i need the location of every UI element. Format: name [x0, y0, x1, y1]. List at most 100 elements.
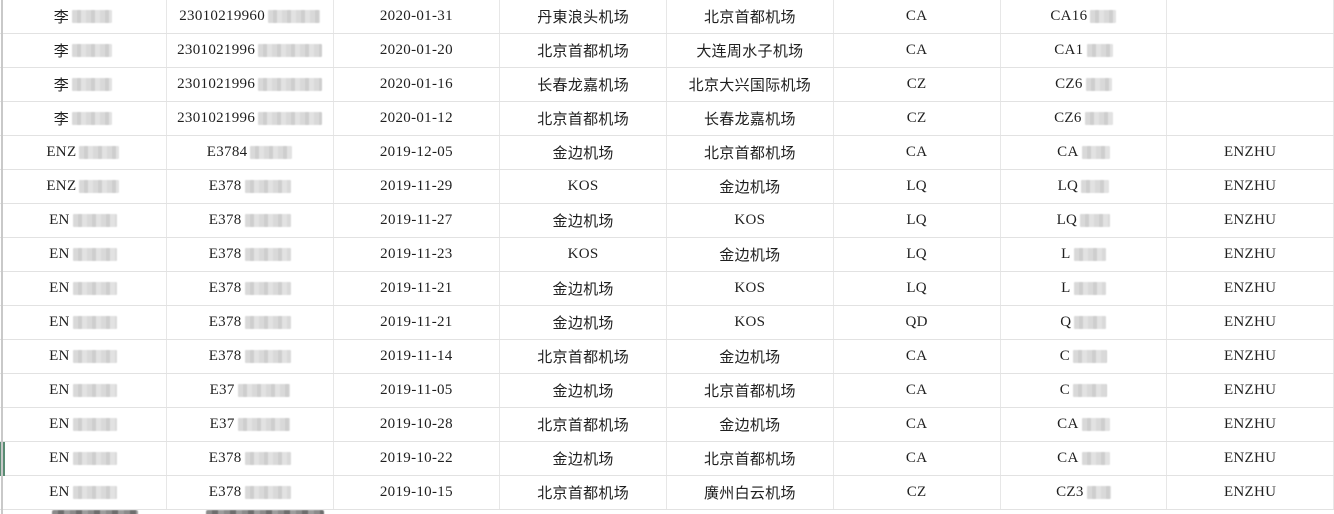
arrival-airport-cell[interactable]: 金边机场: [667, 238, 834, 271]
flight-date-cell[interactable]: 2020-01-20: [334, 34, 501, 67]
departure-airport-cell[interactable]: 金边机场: [500, 272, 667, 305]
passenger-tag-cell[interactable]: ENZHU: [1167, 170, 1334, 203]
arrival-airport-cell[interactable]: KOS: [667, 272, 834, 305]
id-number-cell[interactable]: E378: [167, 340, 334, 373]
flight-number-cell[interactable]: CA: [1001, 408, 1168, 441]
flight-date-cell[interactable]: 2019-11-23: [334, 238, 501, 271]
passenger-tag-cell[interactable]: ENZHU: [1167, 442, 1334, 475]
carrier-code-cell[interactable]: CA: [834, 374, 1001, 407]
arrival-airport-cell[interactable]: 长春龙嘉机场: [667, 102, 834, 135]
id-number-cell[interactable]: E37: [167, 374, 334, 407]
id-number-cell[interactable]: E378: [167, 238, 334, 271]
passenger-name-cell[interactable]: EN: [0, 272, 167, 305]
arrival-airport-cell[interactable]: KOS: [667, 306, 834, 339]
carrier-code-cell[interactable]: CZ: [834, 476, 1001, 509]
carrier-code-cell[interactable]: LQ: [834, 238, 1001, 271]
carrier-code-cell[interactable]: LQ: [834, 204, 1001, 237]
flight-date-cell[interactable]: 2020-01-12: [334, 102, 501, 135]
id-number-cell[interactable]: 2301021996: [167, 34, 334, 67]
flight-number-cell[interactable]: CZ6: [1001, 68, 1168, 101]
carrier-code-cell[interactable]: CA: [834, 340, 1001, 373]
carrier-code-cell[interactable]: CA: [834, 34, 1001, 67]
passenger-tag-cell[interactable]: ENZHU: [1167, 476, 1334, 509]
id-number-cell[interactable]: E378: [167, 204, 334, 237]
passenger-tag-cell[interactable]: ENZHU: [1167, 238, 1334, 271]
flight-number-cell[interactable]: CZ3: [1001, 476, 1168, 509]
id-number-cell[interactable]: 23010219960: [167, 0, 334, 33]
passenger-tag-cell[interactable]: ENZHU: [1167, 408, 1334, 441]
passenger-name-cell[interactable]: EN: [0, 204, 167, 237]
id-number-cell[interactable]: E378: [167, 306, 334, 339]
passenger-name-cell[interactable]: ENZ: [0, 170, 167, 203]
id-number-cell[interactable]: E378: [167, 272, 334, 305]
passenger-name-cell[interactable]: EN: [0, 408, 167, 441]
flight-date-cell[interactable]: 2019-11-21: [334, 306, 501, 339]
passenger-name-cell[interactable]: EN: [0, 442, 167, 475]
flight-number-cell[interactable]: CA: [1001, 442, 1168, 475]
passenger-tag-cell[interactable]: [1167, 0, 1334, 33]
flight-number-cell[interactable]: LQ: [1001, 170, 1168, 203]
flight-date-cell[interactable]: 2019-11-14: [334, 340, 501, 373]
carrier-code-cell[interactable]: LQ: [834, 272, 1001, 305]
flight-date-cell[interactable]: 2020-01-16: [334, 68, 501, 101]
departure-airport-cell[interactable]: 金边机场: [500, 374, 667, 407]
departure-airport-cell[interactable]: 北京首都机场: [500, 34, 667, 67]
flight-date-cell[interactable]: 2019-12-05: [334, 136, 501, 169]
carrier-code-cell[interactable]: CA: [834, 136, 1001, 169]
arrival-airport-cell[interactable]: 金边机场: [667, 340, 834, 373]
id-number-cell[interactable]: E378: [167, 170, 334, 203]
passenger-tag-cell[interactable]: ENZHU: [1167, 340, 1334, 373]
departure-airport-cell[interactable]: 北京首都机场: [500, 340, 667, 373]
flight-number-cell[interactable]: CA: [1001, 136, 1168, 169]
arrival-airport-cell[interactable]: 北京首都机场: [667, 442, 834, 475]
flight-number-cell[interactable]: CA16: [1001, 0, 1168, 33]
flight-date-cell[interactable]: 2019-11-29: [334, 170, 501, 203]
departure-airport-cell[interactable]: 北京首都机场: [500, 102, 667, 135]
passenger-tag-cell[interactable]: ENZHU: [1167, 272, 1334, 305]
departure-airport-cell[interactable]: 金边机场: [500, 442, 667, 475]
passenger-name-cell[interactable]: EN: [0, 374, 167, 407]
passenger-name-cell[interactable]: 李: [0, 102, 167, 135]
flight-number-cell[interactable]: CZ6: [1001, 102, 1168, 135]
passenger-tag-cell[interactable]: [1167, 68, 1334, 101]
flight-date-cell[interactable]: 2019-10-15: [334, 476, 501, 509]
carrier-code-cell[interactable]: QD: [834, 306, 1001, 339]
flight-date-cell[interactable]: 2019-10-22: [334, 442, 501, 475]
flight-number-cell[interactable]: C: [1001, 374, 1168, 407]
id-number-cell[interactable]: E378: [167, 442, 334, 475]
flight-date-cell[interactable]: 2020-01-31: [334, 0, 501, 33]
departure-airport-cell[interactable]: 金边机场: [500, 306, 667, 339]
arrival-airport-cell[interactable]: 北京首都机场: [667, 136, 834, 169]
flight-date-cell[interactable]: 2019-10-28: [334, 408, 501, 441]
passenger-tag-cell[interactable]: ENZHU: [1167, 136, 1334, 169]
carrier-code-cell[interactable]: CZ: [834, 102, 1001, 135]
departure-airport-cell[interactable]: 金边机场: [500, 136, 667, 169]
carrier-code-cell[interactable]: CA: [834, 0, 1001, 33]
departure-airport-cell[interactable]: 北京首都机场: [500, 408, 667, 441]
passenger-name-cell[interactable]: 李: [0, 0, 167, 33]
passenger-tag-cell[interactable]: [1167, 102, 1334, 135]
arrival-airport-cell[interactable]: 北京首都机场: [667, 0, 834, 33]
passenger-tag-cell[interactable]: ENZHU: [1167, 374, 1334, 407]
flight-number-cell[interactable]: LQ: [1001, 204, 1168, 237]
flight-number-cell[interactable]: CA1: [1001, 34, 1168, 67]
passenger-tag-cell[interactable]: ENZHU: [1167, 306, 1334, 339]
carrier-code-cell[interactable]: LQ: [834, 170, 1001, 203]
id-number-cell[interactable]: 2301021996: [167, 68, 334, 101]
passenger-name-cell[interactable]: ENZ: [0, 136, 167, 169]
passenger-name-cell[interactable]: EN: [0, 238, 167, 271]
flight-date-cell[interactable]: 2019-11-05: [334, 374, 501, 407]
departure-airport-cell[interactable]: 金边机场: [500, 204, 667, 237]
departure-airport-cell[interactable]: KOS: [500, 170, 667, 203]
passenger-name-cell[interactable]: EN: [0, 340, 167, 373]
passenger-name-cell[interactable]: EN: [0, 476, 167, 509]
arrival-airport-cell[interactable]: 北京首都机场: [667, 374, 834, 407]
arrival-airport-cell[interactable]: 大连周水子机场: [667, 34, 834, 67]
carrier-code-cell[interactable]: CZ: [834, 68, 1001, 101]
departure-airport-cell[interactable]: 丹東浪头机场: [500, 0, 667, 33]
arrival-airport-cell[interactable]: 金边机场: [667, 408, 834, 441]
passenger-tag-cell[interactable]: ENZHU: [1167, 204, 1334, 237]
passenger-name-cell[interactable]: 李: [0, 34, 167, 67]
arrival-airport-cell[interactable]: 北京大兴国际机场: [667, 68, 834, 101]
departure-airport-cell[interactable]: KOS: [500, 238, 667, 271]
